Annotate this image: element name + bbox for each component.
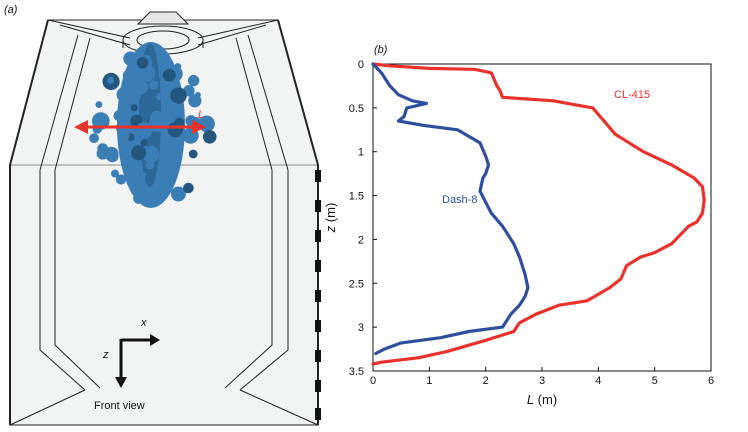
plume-blob: [161, 157, 171, 168]
y-tick-label: 2: [358, 234, 364, 246]
series-label-cl-415: CL-415: [614, 89, 650, 101]
y-axis-title: z (m): [323, 203, 338, 234]
plot-frame: [372, 63, 712, 372]
plume-blob: [187, 74, 200, 87]
plume-blob: [130, 104, 138, 112]
plume-blob: [113, 110, 125, 121]
plume-blob: [167, 121, 183, 138]
plume-blob: [148, 80, 159, 90]
plume-blob: [174, 63, 182, 71]
panel-a-front-view: (a): [4, 4, 321, 426]
width-arrow: [74, 120, 206, 134]
plume-blob: [115, 174, 127, 185]
plume-blob: [188, 149, 198, 159]
z-axis-label: z: [102, 349, 109, 361]
wall-segments: [315, 170, 321, 420]
series-line-dash-8: [371, 62, 530, 356]
x-tick-label: 2: [483, 375, 489, 387]
y-ticks: 0 0.5 1 1.5 2 2.5 3 3.5: [349, 59, 377, 378]
series-lines: [371, 62, 706, 366]
series-line-cl-415: [371, 62, 706, 366]
plume-blob: [156, 92, 164, 101]
plume-blob: [142, 145, 160, 163]
plume-blob: [202, 130, 217, 144]
width-label: L: [198, 109, 204, 121]
y-tick-label: 1: [358, 147, 364, 159]
plume-blob: [123, 51, 138, 66]
x-tick-label: 3: [539, 375, 545, 387]
plume-blob: [130, 91, 141, 102]
plume-blob: [133, 80, 148, 95]
plume-blob: [153, 194, 164, 205]
series-label-dash-8: Dash-8: [442, 194, 477, 206]
plume-blob: [170, 186, 186, 202]
y-tick-label: 0.5: [349, 103, 364, 115]
plume-blob: [104, 146, 119, 161]
x-ticks: 0 1 2 3 4 5 6: [370, 367, 714, 387]
front-view-caption: Front view: [94, 400, 145, 412]
y-tick-label: 3: [358, 322, 364, 334]
plume-blob: [162, 68, 176, 82]
y-tick-label: 0: [358, 59, 364, 71]
plume-blob: [122, 69, 135, 82]
plume-blob: [116, 87, 132, 103]
x-axis-label: x: [140, 317, 147, 329]
plume-blob: [130, 79, 137, 87]
plume-blob: [148, 195, 156, 203]
coordinate-axes: [115, 334, 160, 388]
plume-blob: [131, 145, 146, 161]
plume-blob: [136, 57, 149, 69]
x-tick-label: 1: [426, 375, 432, 387]
plume-blob: [148, 115, 166, 132]
plume-blob: [92, 112, 110, 130]
panel-a-tag: (a): [4, 4, 18, 16]
plume-blob: [145, 160, 155, 170]
x-tick-label: 5: [652, 375, 658, 387]
plume-blob: [183, 182, 194, 194]
plume-blob: [133, 192, 145, 204]
x-axis-title: L (m): [527, 392, 557, 407]
plume-blob: [107, 76, 115, 84]
x-tick-label: 6: [708, 375, 714, 387]
plume-blob: [111, 169, 119, 178]
plume-blob: [119, 130, 130, 141]
panel-b-tag: (b): [374, 44, 388, 56]
plume-blob: [138, 171, 146, 179]
y-tick-label: 1.5: [349, 191, 364, 203]
x-tick-label: 4: [595, 375, 601, 387]
panel-b-chart: (b) 0 1 2 3 4 5 6 0 0.5 1 1.5 2 2.5 3 3.5 L (m) z (m)…: [323, 44, 714, 407]
water-plume: [89, 42, 217, 208]
y-tick-label: 3.5: [349, 366, 364, 378]
plume-blob: [170, 87, 187, 104]
plume-blob: [188, 94, 202, 108]
plume-blob: [89, 133, 99, 144]
plume-blob: [140, 139, 148, 147]
x-tick-label: 0: [370, 375, 376, 387]
plume-blob: [95, 101, 103, 108]
y-tick-label: 2.5: [349, 278, 364, 290]
